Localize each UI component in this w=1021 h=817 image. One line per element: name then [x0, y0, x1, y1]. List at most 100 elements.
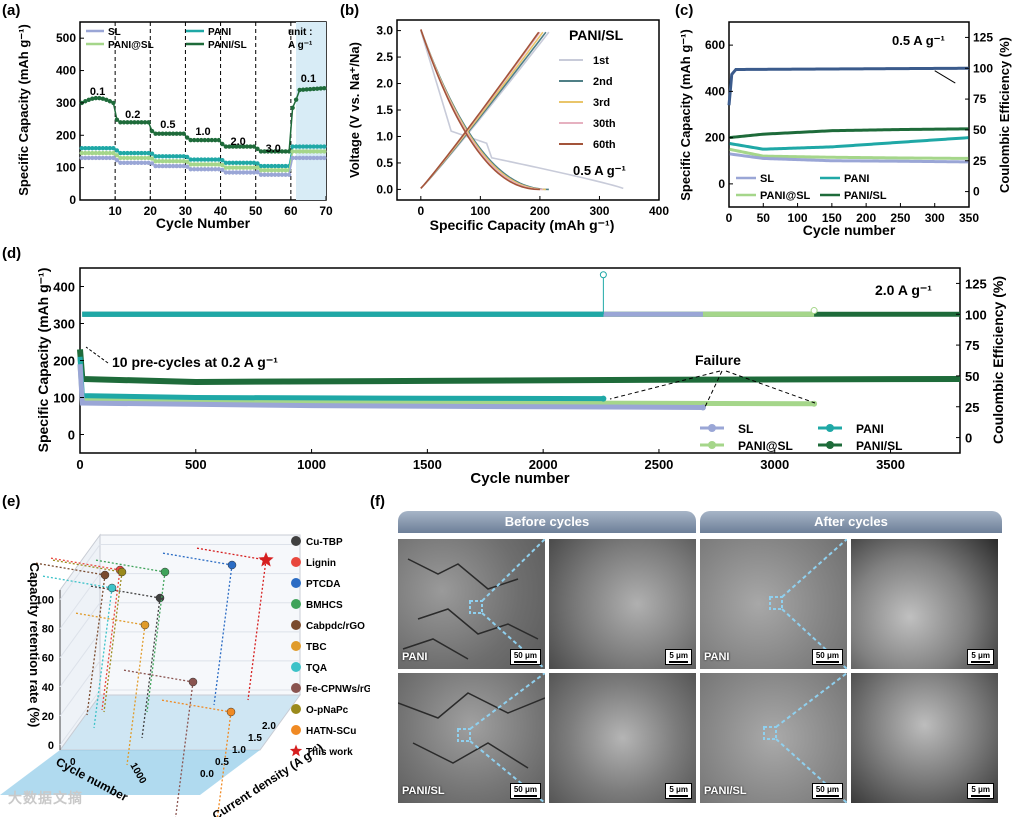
ytick-label: 0: [69, 193, 76, 207]
point-PANI/SL: [142, 120, 148, 125]
legend-c-sl: SL: [760, 173, 774, 185]
point-PANI/SL: [297, 87, 302, 93]
xtick-label: 100: [470, 204, 490, 218]
legend-d-pani-slash-sl: PANI/SL: [856, 439, 902, 453]
point-PANI/SL: [97, 95, 102, 101]
legend-e-HATN-SCu: HATN-SCu: [306, 726, 356, 737]
legend-e-TQA: TQA: [306, 663, 327, 674]
legend-e-O-pNaPc: O-pNaPc: [306, 705, 349, 716]
point-PANI/SL: [283, 149, 288, 154]
point-PANI@SL: [230, 165, 236, 170]
point-SL: [192, 167, 197, 172]
legend-d-pani-at-sl: PANI@SL: [738, 439, 793, 453]
point-PANI/SL: [188, 137, 193, 143]
point-PANI/SL: [174, 131, 179, 136]
point-SL: [311, 155, 316, 161]
grid-line: [59, 689, 101, 746]
point-PANI@SL: [114, 153, 120, 158]
point-PANI: [121, 150, 127, 156]
ytick-label: 200: [56, 128, 76, 142]
point-PANI@SL: [244, 165, 250, 170]
dropline-Cabpdc/rGO: [86, 574, 106, 716]
point-PANI: [107, 146, 113, 151]
ytick-label: 0: [718, 177, 725, 191]
ce-arrow: [934, 70, 956, 84]
point-PANI/SL: [177, 131, 183, 136]
point-PANI@SL: [174, 158, 179, 164]
chart-e-zlabel: Capacity retention rate (%): [27, 563, 42, 728]
point-SL: [90, 155, 95, 161]
legend-e-marker: [291, 599, 301, 609]
point-PANI@SL: [300, 149, 306, 154]
point-PANI/SL: [269, 149, 274, 154]
point-SL: [286, 172, 292, 177]
chart-a: 0 100 200 300 400 500 10 20 30 40 50 60 70 0.1 0.2 0.…: [16, 21, 333, 231]
point-SL: [114, 157, 120, 163]
point-PANI@SL: [104, 150, 109, 156]
chart-a-unit-line1: unit :: [288, 27, 312, 38]
sem-label: PANI/SL: [704, 785, 747, 797]
legend-b-30th: 30th: [593, 118, 616, 130]
ytick-label: 300: [56, 96, 76, 110]
point-SL: [322, 155, 327, 161]
point-SL: [297, 155, 302, 161]
dropline-Cu-TBP: [141, 597, 161, 739]
point-PANI: [318, 144, 323, 149]
point-SL: [315, 155, 320, 161]
point-PANI/SL: [93, 95, 99, 101]
legend-e-TBC: TBC: [306, 642, 327, 653]
point-PANI@SL: [290, 149, 295, 154]
legend-e-This work: This work: [306, 747, 353, 758]
point-SL: [188, 167, 193, 172]
point-PANI/SL: [149, 128, 155, 134]
point-PANI: [255, 161, 260, 166]
point-PANI/SL: [322, 85, 327, 91]
ce-line: [727, 66, 970, 106]
legend-e-marker: [291, 578, 301, 588]
point-PANI/SL: [241, 144, 246, 149]
panel-e-label: (e): [2, 493, 21, 510]
point-SL: [272, 172, 278, 177]
point-PANI@SL: [132, 155, 137, 161]
rate-label: 3.0: [266, 143, 281, 155]
legend-e-marker: [291, 536, 301, 546]
point-SL: [290, 155, 295, 161]
point-PANI@SL: [220, 162, 225, 168]
point-PANI/SL: [83, 99, 88, 104]
point-SL: [104, 155, 109, 161]
charge-60th: [420, 31, 540, 189]
point-PANI@SL: [311, 149, 316, 154]
point-PANI: [230, 160, 236, 165]
point-PANI: [262, 163, 267, 169]
point-PANI/SL: [206, 137, 211, 143]
point-PANI: [100, 146, 106, 151]
point-SL: [307, 155, 313, 161]
point-PANI@SL: [241, 165, 246, 170]
point-PANI: [135, 150, 141, 156]
point-PANI/SL: [304, 87, 309, 92]
ytick-label: 600: [705, 38, 725, 52]
point-PANI/SL: [184, 135, 190, 140]
ytick-label: 3.0: [376, 24, 393, 38]
panel-f-label: (f): [370, 493, 385, 510]
point-SL: [107, 155, 113, 161]
xtick-label: 30: [179, 204, 193, 218]
legend-d-pani: PANI: [856, 422, 884, 436]
legend-d-panisl-marker: [708, 441, 716, 449]
scale-bar: 5 μm: [665, 783, 692, 799]
point-SL: [128, 160, 134, 165]
sem-image-after-panisl-low: PANI/SL 50 μm: [700, 673, 847, 803]
ytick-label: 300: [53, 317, 75, 332]
point-PANI/SL: [311, 86, 316, 92]
ztick-label: 60: [42, 653, 54, 665]
point-PANI@SL: [209, 162, 214, 167]
point-PANI/SL: [121, 120, 127, 125]
legend-b-60th: 60th: [593, 139, 616, 151]
point-PANI: [234, 160, 239, 165]
legend-e-marker: [291, 683, 301, 693]
point-PANI/SL: [265, 149, 271, 154]
point-SL: [279, 172, 285, 177]
point-PANI@SL: [315, 149, 320, 154]
point-PANI: [125, 150, 130, 156]
point-PANI@SL: [255, 165, 260, 170]
